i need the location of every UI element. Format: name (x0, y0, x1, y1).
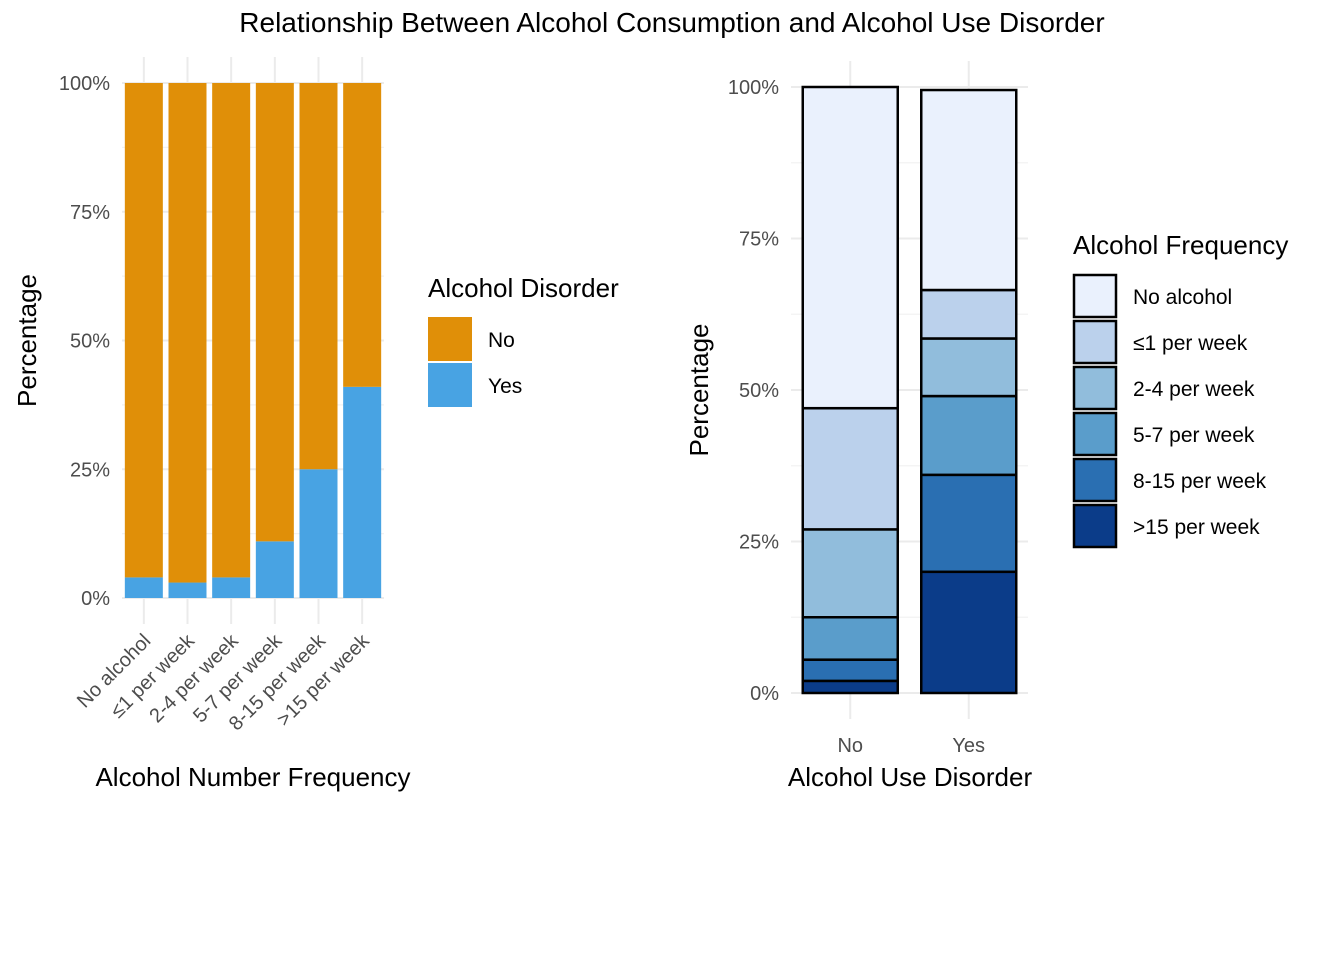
bar-no-0 (124, 83, 163, 578)
bar-2-4-per-week-0 (801, 528, 899, 619)
bar-no-1 (168, 83, 207, 583)
y-tick-label: 50% (739, 380, 779, 402)
legend-label: No alcohol (1133, 286, 1232, 309)
bar--1-per-week-1 (920, 288, 1018, 340)
y-axis-title: Percentage (684, 324, 714, 457)
legend-label: 8-15 per week (1133, 470, 1267, 493)
legend-key (1072, 273, 1118, 319)
bar-no-5 (343, 83, 382, 387)
bar-yes-1 (168, 582, 207, 598)
legend-label: Yes (488, 375, 522, 398)
legend-key (428, 363, 472, 407)
bar-yes-5 (343, 386, 382, 598)
y-tick-label: 0% (750, 683, 779, 705)
left-chart: 0%25%50%75%100%No alcohol≤1 per week2-4 … (12, 57, 619, 792)
bar-5-7-per-week-1 (920, 394, 1018, 477)
bar-no-3 (255, 83, 294, 542)
legend-label: ≤1 per week (1133, 332, 1248, 355)
right-chart: 0% 25% 50% 75% 100% No Yes Alcohol Use Disorder… (684, 61, 1288, 792)
legend-key (1072, 503, 1118, 549)
bar-8-15-per-week-1 (920, 473, 1018, 574)
x-tick-label: No (837, 735, 863, 757)
x-axis-title: Alcohol Number Frequency (95, 762, 410, 792)
y-axis-title: Percentage (12, 274, 42, 407)
bar--1-per-week-0 (801, 406, 899, 531)
y-tick-label: 75% (739, 229, 779, 251)
bar--15-per-week-1 (920, 570, 1018, 695)
bar-2-4-per-week-1 (920, 337, 1018, 398)
bar-yes-4 (299, 469, 338, 598)
y-tick-label: 25% (739, 532, 779, 554)
bar-yes-3 (255, 541, 294, 598)
bar-yes-0 (124, 577, 163, 598)
y-tick-label: 100% (59, 73, 110, 95)
legend-key (428, 317, 472, 361)
y-tick-label: 0% (81, 588, 110, 610)
main-title: Relationship Between Alcohol Consumption… (239, 7, 1104, 38)
bar-no-alcohol-1 (920, 88, 1018, 292)
x-tick-label: Yes (952, 735, 985, 757)
bar-8-15-per-week-0 (801, 658, 899, 683)
legend-label: >15 per week (1133, 516, 1260, 539)
y-tick-label: 100% (728, 77, 779, 99)
y-tick-label: 50% (70, 331, 110, 353)
legend-label: 2-4 per week (1133, 378, 1255, 401)
legend-key (1072, 411, 1118, 457)
legend-key (1072, 365, 1118, 411)
bar-5-7-per-week-0 (801, 616, 899, 661)
bar-yes-2 (212, 577, 251, 598)
legend-label: No (488, 329, 515, 352)
bar-no-2 (212, 83, 251, 578)
bar-no-alcohol-0 (801, 85, 899, 410)
legend-title: Alcohol Disorder (428, 273, 619, 303)
bar-no-4 (299, 83, 338, 470)
y-tick-label: 25% (70, 459, 110, 481)
y-tick-label: 75% (70, 202, 110, 224)
legend-key (1072, 319, 1118, 365)
legend-key (1072, 457, 1118, 503)
x-axis-title: Alcohol Use Disorder (788, 762, 1033, 792)
legend-label: 5-7 per week (1133, 424, 1255, 447)
legend-title: Alcohol Frequency (1073, 230, 1288, 260)
bar--15-per-week-0 (801, 679, 899, 695)
